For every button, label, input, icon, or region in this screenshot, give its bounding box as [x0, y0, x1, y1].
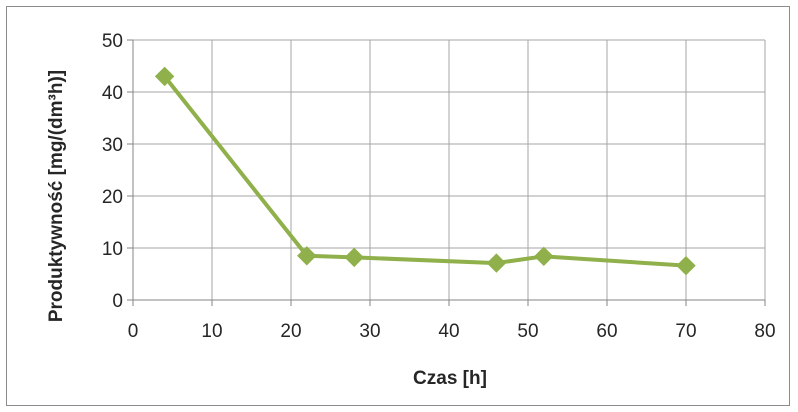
x-tick-label: 40	[438, 321, 459, 342]
x-tick-label: 50	[517, 321, 538, 342]
y-tick-label: 10	[102, 239, 123, 260]
data-point-marker	[344, 247, 364, 268]
x-tick-label: 10	[201, 321, 222, 342]
y-tick-label: 40	[102, 83, 123, 104]
data-point-marker	[534, 246, 554, 267]
grid	[133, 39, 766, 300]
y-axis-title: Produktywność [mg/(dm³h)]	[46, 70, 67, 322]
x-tick-label: 30	[359, 321, 380, 342]
series-line	[163, 75, 687, 268]
data-point-marker	[486, 253, 507, 273]
y-tick-label: 50	[102, 31, 123, 52]
data-point-marker	[297, 246, 317, 266]
chart-frame	[6, 6, 790, 406]
x-tick-label: 0	[128, 321, 139, 342]
y-tick-label: 20	[102, 187, 123, 208]
x-tick-label: 20	[280, 321, 301, 342]
data-point-marker	[676, 255, 696, 276]
y-tick-label: 30	[102, 135, 123, 156]
axes	[127, 39, 766, 306]
data-point-marker	[154, 66, 175, 87]
series	[154, 66, 696, 276]
x-tick-label: 70	[675, 321, 696, 342]
tick-labels: 0 10 20 30 40 50 0 10 20 30 40 50 60 70 80	[102, 31, 776, 342]
x-tick-label: 80	[754, 321, 775, 342]
x-axis-title: Czas [h]	[413, 368, 487, 389]
x-tick-label: 60	[596, 321, 617, 342]
y-tick-label: 0	[112, 291, 123, 312]
